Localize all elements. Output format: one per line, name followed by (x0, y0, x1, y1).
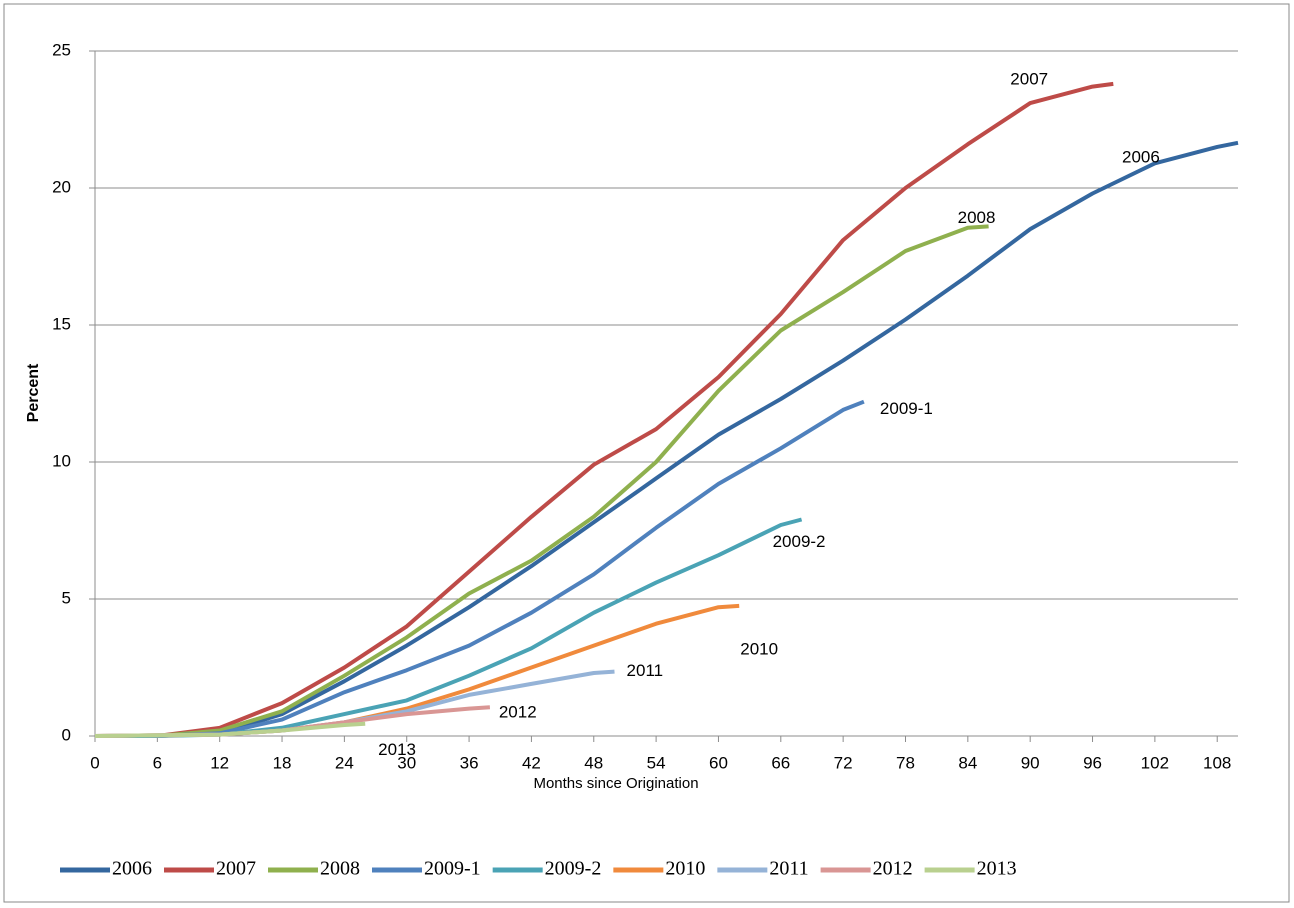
x-tick-label: 102 (1141, 753, 1169, 772)
x-tick-label: 72 (834, 753, 853, 772)
chart-frame (3, 3, 1290, 903)
x-tick-label: 24 (335, 753, 354, 772)
x-tick-label: 90 (1021, 753, 1040, 772)
line-annotation: 2009-2 (773, 532, 826, 551)
line-annotation: 2011 (627, 661, 664, 680)
y-tick-label: 0 (62, 725, 71, 744)
x-axis-label: Months since Origination (533, 775, 698, 792)
x-tick-label: 48 (584, 753, 603, 772)
x-tick-label: 0 (90, 753, 99, 772)
x-tick-label: 60 (709, 753, 728, 772)
x-tick-label: 12 (210, 753, 229, 772)
line-annotation: 2007 (1010, 69, 1048, 88)
legend-label: 2009-1 (424, 858, 481, 880)
legend-label: 2011 (769, 858, 808, 880)
y-tick-label: 5 (62, 588, 71, 607)
legend-label: 2007 (216, 858, 256, 880)
y-tick-label: 25 (52, 40, 71, 59)
series-line (94, 721, 366, 738)
x-tick-label: 54 (647, 753, 666, 772)
series-line (95, 224, 989, 738)
x-tick-label: 66 (771, 753, 790, 772)
line-annotation: 2009-1 (880, 399, 933, 418)
series-line (95, 81, 1114, 738)
legend-label: 2013 (977, 858, 1017, 880)
x-tick-label: 84 (958, 753, 977, 772)
x-tick-label: 6 (153, 753, 162, 772)
y-tick-label: 20 (52, 177, 71, 196)
y-axis-label: Percent (25, 363, 42, 422)
x-tick-label: 36 (460, 753, 479, 772)
x-tick-label: 30 (397, 753, 416, 772)
line-annotation: 2010 (740, 639, 778, 658)
series-line (95, 399, 865, 738)
legend-label: 2010 (665, 858, 705, 880)
x-tick-label: 42 (522, 753, 541, 772)
x-tick-label: 96 (1083, 753, 1102, 772)
legend-label: 2006 (112, 858, 152, 880)
legend-label: 2008 (320, 858, 360, 880)
line-annotation: 2012 (499, 703, 537, 722)
line-annotation: 2008 (958, 208, 996, 227)
x-tick-label: 18 (273, 753, 292, 772)
y-tick-label: 10 (52, 451, 71, 470)
legend-label: 2012 (873, 858, 913, 880)
series-line (95, 140, 1239, 738)
x-tick-label: 78 (896, 753, 915, 772)
legend-label: 2009-2 (545, 858, 602, 880)
line-annotation: 2006 (1122, 147, 1160, 166)
x-tick-label: 108 (1203, 753, 1231, 772)
line-annotation: 2013 (378, 740, 416, 759)
y-tick-label: 15 (52, 314, 71, 333)
